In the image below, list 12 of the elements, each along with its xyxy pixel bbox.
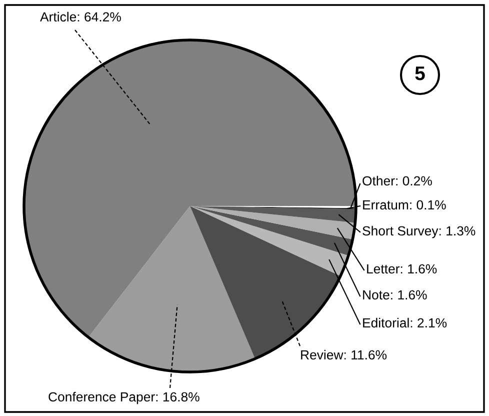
slice-label: Editorial: 2.1% — [363, 318, 447, 328]
slice-label: Conference Paper: 16.8% — [48, 392, 200, 404]
slice-label: Review: 11.6% — [301, 350, 387, 360]
slice-label: Erratum: 0.1% — [363, 200, 446, 210]
slice-label: Article: 64.2% — [40, 12, 121, 22]
slice-label: Short Survey: 1.3% — [362, 226, 476, 238]
pie-slice — [24, 40, 356, 338]
pie-slice — [88, 206, 256, 372]
text: 5 — [415, 66, 425, 80]
slice-label: Note: 1.6% — [363, 290, 427, 300]
slice-label: Other: 0.2% — [362, 176, 432, 186]
slice-label: Letter: 1.6% — [367, 264, 437, 274]
